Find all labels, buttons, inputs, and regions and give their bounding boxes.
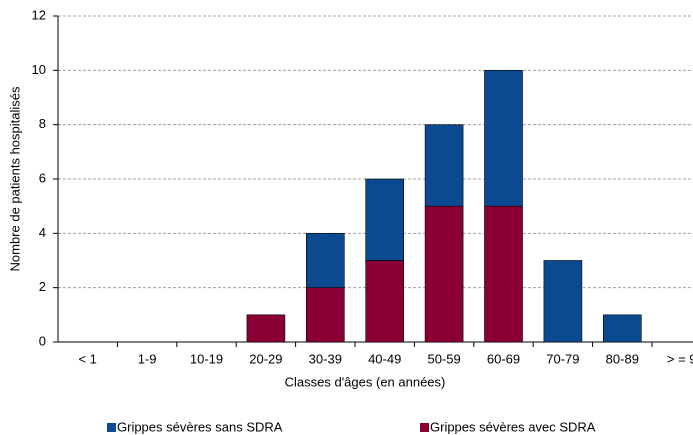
y-tick-label: 2 — [39, 279, 46, 294]
y-tick-label: 6 — [39, 170, 46, 185]
bar — [543, 260, 583, 343]
x-tick-label: 20-29 — [249, 351, 282, 366]
y-tick-label: 4 — [39, 225, 46, 240]
y-tick-label: 10 — [32, 62, 46, 77]
bar — [484, 205, 523, 343]
bar — [246, 314, 286, 343]
x-tick-label: < 1 — [78, 351, 96, 366]
x-tick-label: 40-49 — [368, 351, 401, 366]
bar — [424, 205, 464, 343]
x-tick-label: 70-79 — [546, 351, 579, 366]
x-axis-title: Classes d'âges (en années) — [285, 374, 446, 389]
bar — [305, 233, 345, 288]
x-tick-label: 10-19 — [190, 351, 223, 366]
x-tick-label: 30-39 — [309, 351, 342, 366]
y-tick-label: 12 — [32, 7, 46, 22]
bar — [305, 287, 345, 343]
x-tick-label: 50-59 — [427, 351, 460, 366]
legend-swatch — [107, 423, 116, 432]
bar — [424, 124, 464, 207]
bar — [602, 314, 642, 343]
bar — [365, 260, 405, 343]
bar — [484, 70, 523, 207]
y-tick-label: 8 — [39, 116, 46, 131]
y-tick-label: 0 — [39, 333, 46, 348]
x-tick-label: 1-9 — [138, 351, 157, 366]
x-tick-label: > = 9 — [667, 351, 693, 366]
x-tick-label: 80-89 — [606, 351, 639, 366]
legend-swatch — [420, 423, 429, 432]
x-tick-label: 60-69 — [487, 351, 520, 366]
y-axis-title: Nombre de patients hospitalisés — [7, 86, 22, 271]
legend-label: Grippes sévères avec SDRA — [430, 419, 596, 434]
legend-label: Grippes sévères sans SDRA — [117, 419, 283, 434]
bar — [365, 178, 405, 261]
